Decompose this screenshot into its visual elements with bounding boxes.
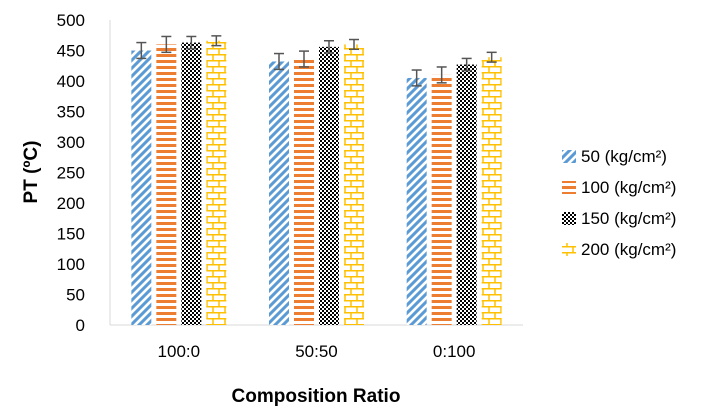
x-axis-title: Composition Ratio <box>232 386 401 407</box>
error-bar <box>211 35 222 47</box>
x-tick-labels: 100:0 50:50 0:100 <box>158 342 476 361</box>
error-bar <box>186 35 197 50</box>
error-bar <box>349 38 359 51</box>
bar <box>319 46 339 326</box>
error-bar <box>436 66 447 84</box>
error-bar <box>274 52 284 71</box>
plot-area: 0 50 100 150 200 250 300 350 400 450 500 100:0 50:5… <box>57 11 523 361</box>
bar <box>344 44 364 326</box>
bar <box>181 42 202 325</box>
legend-label: 100 (kg/cm²) <box>581 178 676 197</box>
y-tick-label: 300 <box>57 133 85 152</box>
bar <box>294 59 314 325</box>
legend-item: 200 (kg/cm²) <box>562 240 676 259</box>
legend-label: 50 (kg/cm²) <box>581 147 667 166</box>
y-tick-label: 400 <box>57 72 85 91</box>
x-tick-label: 50:50 <box>295 342 338 361</box>
y-tick-label: 450 <box>57 42 85 61</box>
legend-label: 150 (kg/cm²) <box>581 209 676 228</box>
error-bar <box>299 50 309 68</box>
y-tick-labels: 0 50 100 150 200 250 300 350 400 450 500 <box>57 11 85 335</box>
legend-swatch <box>562 212 576 225</box>
legend-swatch <box>562 243 576 256</box>
bars <box>131 40 502 326</box>
legend: 50 (kg/cm²) 100 (kg/cm²) 150 (kg/cm²) 200 (… <box>562 147 676 259</box>
y-tick-label: 100 <box>57 255 85 274</box>
bar <box>431 74 452 326</box>
error-bar <box>161 35 172 54</box>
legend-swatch <box>562 150 576 163</box>
bar <box>406 77 427 325</box>
error-bar <box>324 39 334 54</box>
y-tick-label: 350 <box>57 103 85 122</box>
error-bar <box>136 41 147 60</box>
bar <box>206 40 227 326</box>
legend-item: 150 (kg/cm²) <box>562 209 676 228</box>
x-tick-label: 100:0 <box>158 342 201 361</box>
bar <box>131 50 152 325</box>
y-tick-label: 250 <box>57 164 85 183</box>
y-tick-label: 0 <box>76 316 85 335</box>
y-tick-label: 500 <box>57 11 85 30</box>
legend-item: 50 (kg/cm²) <box>562 147 667 166</box>
legend-swatch <box>562 181 576 194</box>
bar <box>269 61 289 325</box>
y-tick-label: 200 <box>57 194 85 213</box>
y-tick-label: 50 <box>66 286 85 305</box>
bar <box>456 64 477 325</box>
error-bar <box>461 57 472 72</box>
x-tick-label: 0:100 <box>433 342 476 361</box>
legend-label: 200 (kg/cm²) <box>581 240 676 259</box>
error-bar <box>486 51 497 63</box>
bar <box>481 57 502 326</box>
legend-item: 100 (kg/cm²) <box>562 178 676 197</box>
y-tick-label: 150 <box>57 225 85 244</box>
error-bars <box>136 35 497 87</box>
bar <box>156 44 177 326</box>
error-bar <box>411 69 422 87</box>
y-axis-title: PT (ºC) <box>21 141 42 204</box>
